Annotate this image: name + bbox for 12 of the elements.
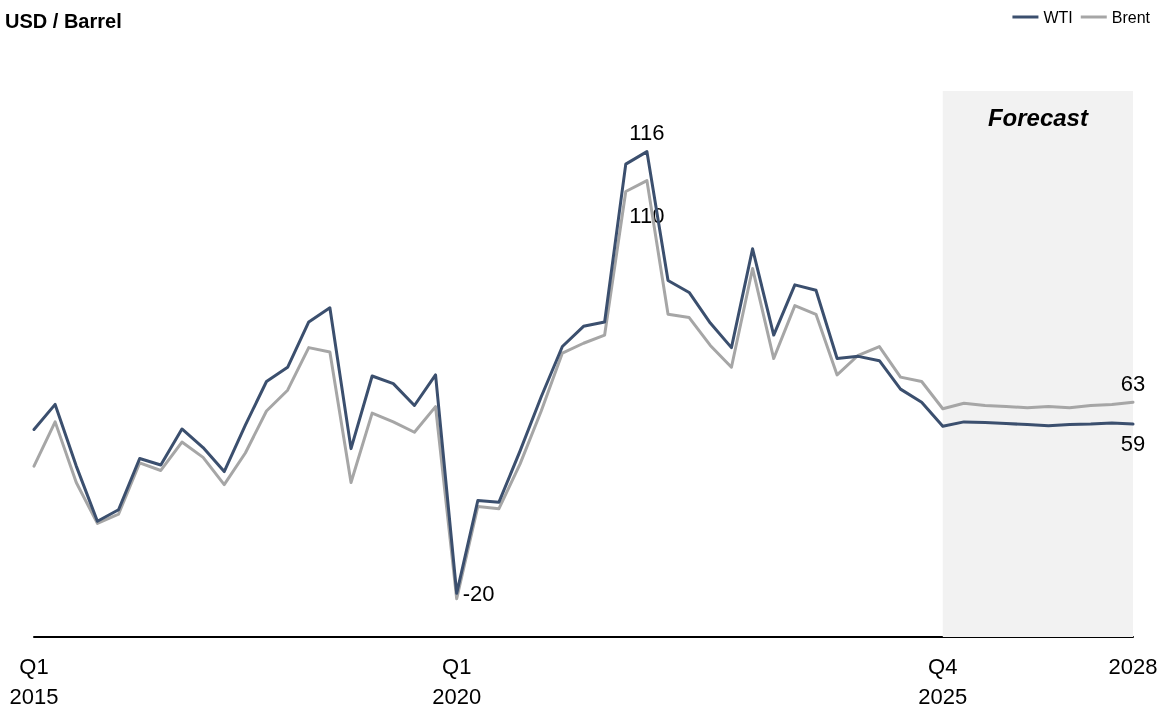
x-tick-label: Q4 2025 xyxy=(918,653,968,709)
x-tick-label: 2028 xyxy=(1108,653,1158,679)
legend-label: WTI xyxy=(1043,8,1073,26)
chart-title: USD / Barrel xyxy=(5,10,122,32)
data-label: 63 xyxy=(1120,370,1146,396)
band-label: Forecast xyxy=(987,103,1089,131)
legend-label: Brent xyxy=(1111,8,1151,26)
x-tick-label: Q1 2015 xyxy=(9,653,59,709)
annotation: -20 xyxy=(462,580,495,606)
data-label: 59 xyxy=(1120,430,1146,456)
x-tick-label: Q1 2020 xyxy=(432,653,482,709)
annotation: 116 xyxy=(629,120,665,146)
